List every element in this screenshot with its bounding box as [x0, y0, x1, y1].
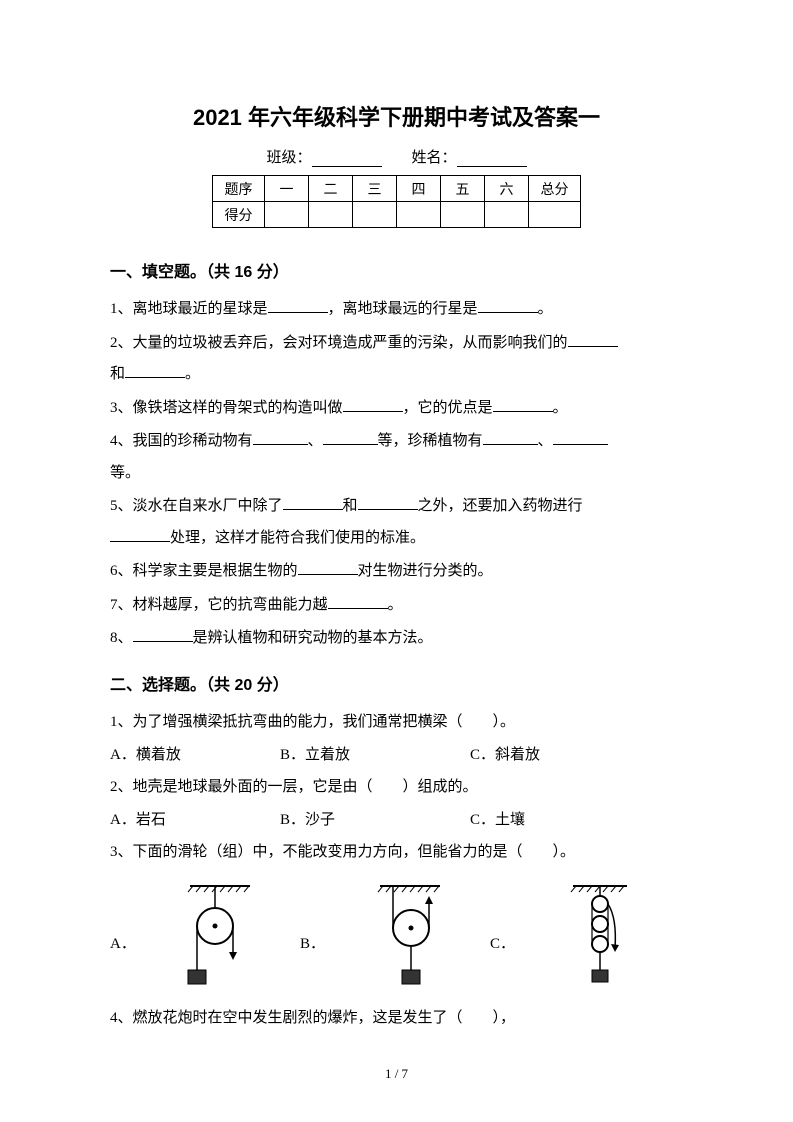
- q4-text-a: 4、我国的珍稀动物有: [110, 433, 253, 449]
- blank[interactable]: [568, 332, 618, 347]
- cell-score-3[interactable]: [353, 202, 397, 228]
- blank[interactable]: [323, 430, 378, 445]
- fill-q6: 6、科学家主要是根据生物的 对生物进行分类的。: [110, 556, 683, 588]
- pulley-diagram-row: A． B． C．: [110, 878, 683, 993]
- q6-text-a: 6、科学家主要是根据生物的: [110, 563, 298, 579]
- q1-text-a: 1、离地球最近的星球是: [110, 301, 268, 317]
- opt-c: C．斜着放: [470, 740, 683, 772]
- cell-score-1[interactable]: [265, 202, 309, 228]
- q8-text-a: 8、: [110, 630, 133, 646]
- opt-b: B．立着放: [280, 740, 470, 772]
- class-field[interactable]: [312, 151, 382, 167]
- q5-text-c: 之外，还要加入药物进行: [418, 498, 583, 514]
- cell-score-4[interactable]: [397, 202, 441, 228]
- opt-c: C．土壤: [470, 805, 683, 837]
- cell-col-2: 二: [309, 176, 353, 202]
- cell-score-total[interactable]: [529, 202, 581, 228]
- blank[interactable]: [253, 430, 308, 445]
- blank[interactable]: [125, 363, 185, 378]
- choice-q2-options: A．岩石 B．沙子 C．土壤: [110, 805, 683, 837]
- q6-text-b: 对生物进行分类的。: [358, 563, 493, 579]
- cell-total-label: 总分: [529, 176, 581, 202]
- table-row: 题序 一 二 三 四 五 六 总分: [213, 176, 581, 202]
- blank[interactable]: [298, 560, 358, 575]
- q5-text-b: 和: [343, 498, 358, 514]
- opt-c-label: C．: [490, 932, 520, 993]
- opt-b-label: B．: [300, 932, 330, 993]
- fill-q1: 1、离地球最近的星球是 ，离地球最远的行星是 。: [110, 294, 683, 326]
- opt-a-label: A．: [110, 932, 140, 993]
- q3-text-c: 。: [553, 400, 568, 416]
- blank[interactable]: [110, 527, 170, 542]
- blank[interactable]: [358, 495, 418, 510]
- blank[interactable]: [483, 430, 538, 445]
- blank[interactable]: [133, 627, 193, 642]
- q2-text-c: 。: [185, 366, 200, 382]
- q7-text-a: 7、材料越厚，它的抗弯曲能力越: [110, 597, 328, 613]
- blank[interactable]: [478, 298, 538, 313]
- q2-text-a: 2、大量的垃圾被丢弃后，会对环境造成严重的污染，从而影响我们的: [110, 335, 568, 351]
- blank[interactable]: [493, 397, 553, 412]
- score-table: 题序 一 二 三 四 五 六 总分 得分: [212, 175, 581, 228]
- q1-text-c: 。: [538, 301, 553, 317]
- choice-q2: 2、地壳是地球最外面的一层，它是由（ ）组成的。: [110, 772, 683, 804]
- page-number: 1 / 7: [0, 1066, 793, 1082]
- cell-col-5: 五: [441, 176, 485, 202]
- fill-q8: 8、 是辨认植物和研究动物的基本方法。: [110, 623, 683, 655]
- fill-q2: 2、大量的垃圾被丢弃后，会对环境造成严重的污染，从而影响我们的 和 。: [110, 328, 683, 391]
- cell-order-label: 题序: [213, 176, 265, 202]
- pulley-b-icon: [330, 878, 490, 993]
- q3-text-b: ，它的优点是: [403, 400, 493, 416]
- q4-text-c: 等，珍稀植物有: [378, 433, 483, 449]
- q1-text-b: ，离地球最远的行星是: [328, 301, 478, 317]
- table-row: 得分: [213, 202, 581, 228]
- blank[interactable]: [268, 298, 328, 313]
- q4-text-b: 、: [308, 433, 323, 449]
- cell-score-6[interactable]: [485, 202, 529, 228]
- blank[interactable]: [553, 430, 608, 445]
- section-2-title: 二、选择题。（共 20 分）: [110, 671, 683, 695]
- q5-text-a: 5、淡水在自来水厂中除了: [110, 498, 283, 514]
- q8-text-b: 是辨认植物和研究动物的基本方法。: [193, 630, 433, 646]
- opt-a: A．横着放: [110, 740, 280, 772]
- q4-text-e: 等。: [110, 465, 140, 481]
- cell-col-3: 三: [353, 176, 397, 202]
- cell-col-1: 一: [265, 176, 309, 202]
- opt-b: B．沙子: [280, 805, 470, 837]
- fill-q4: 4、我国的珍稀动物有 、 等，珍稀植物有 、等。: [110, 426, 683, 489]
- choice-q4: 4、燃放花炮时在空中发生剧烈的爆炸，这是发生了（ ），: [110, 1003, 683, 1035]
- section-1-title: 一、填空题。（共 16 分）: [110, 258, 683, 282]
- name-field[interactable]: [457, 151, 527, 167]
- fill-q5: 5、淡水在自来水厂中除了 和 之外，还要加入药物进行 处理，这样才能符合我们使用的标…: [110, 491, 683, 554]
- choice-q1-options: A．横着放 B．立着放 C．斜着放: [110, 740, 683, 772]
- q2-text-b: 和: [110, 366, 125, 382]
- cell-score-2[interactable]: [309, 202, 353, 228]
- choice-q3: 3、下面的滑轮（组）中，不能改变用力方向，但能省力的是（ ）。: [110, 837, 683, 869]
- q7-text-b: 。: [388, 597, 403, 613]
- class-label: 班级：: [266, 150, 311, 166]
- cell-col-4: 四: [397, 176, 441, 202]
- pulley-c-icon: [520, 878, 680, 993]
- exam-title: 2021 年六年级科学下册期中考试及答案一: [110, 100, 683, 132]
- cell-score-5[interactable]: [441, 202, 485, 228]
- blank[interactable]: [328, 594, 388, 609]
- cell-score-label: 得分: [213, 202, 265, 228]
- student-info-row: 班级： 姓名：: [110, 146, 683, 167]
- name-label: 姓名：: [412, 150, 457, 166]
- fill-q3: 3、像铁塔这样的骨架式的构造叫做 ，它的优点是 。: [110, 393, 683, 425]
- opt-a: A．岩石: [110, 805, 280, 837]
- q5-text-d: 处理，这样才能符合我们使用的标准。: [170, 530, 425, 546]
- pulley-a-icon: [140, 878, 300, 993]
- q3-text-a: 3、像铁塔这样的骨架式的构造叫做: [110, 400, 343, 416]
- cell-col-6: 六: [485, 176, 529, 202]
- q4-text-d: 、: [538, 433, 553, 449]
- choice-q1: 1、为了增强横梁抵抗弯曲的能力，我们通常把横梁（ ）。: [110, 707, 683, 739]
- blank[interactable]: [283, 495, 343, 510]
- blank[interactable]: [343, 397, 403, 412]
- fill-q7: 7、材料越厚，它的抗弯曲能力越 。: [110, 590, 683, 622]
